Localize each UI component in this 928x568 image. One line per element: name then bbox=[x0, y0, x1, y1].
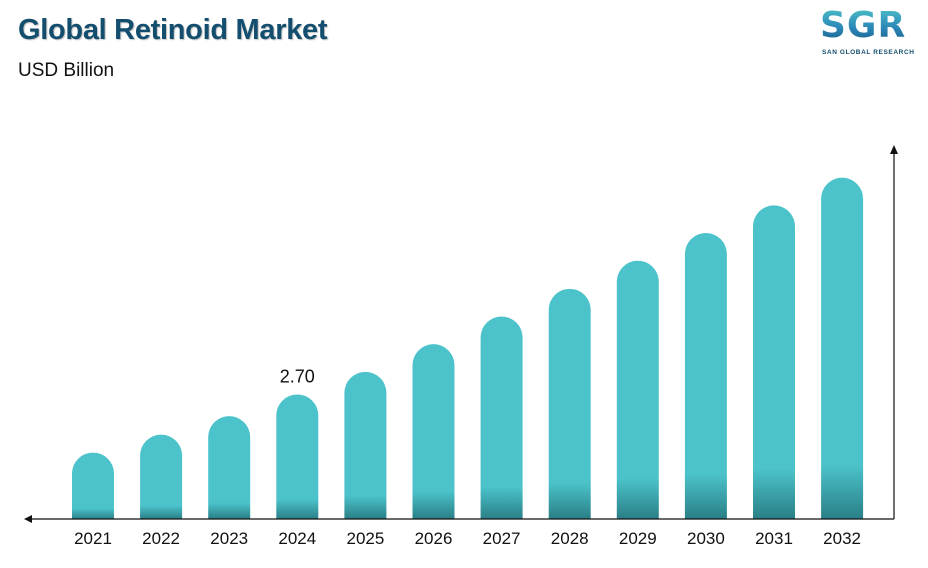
logo-tagline: SAN GLOBAL RESEARCH bbox=[822, 49, 915, 56]
page-title: Global Retinoid Market bbox=[18, 14, 328, 46]
x-tick-label-2028: 2028 bbox=[551, 529, 589, 548]
sgr-logo: SGR SAN GLOBAL RESEARCH bbox=[820, 6, 920, 58]
bars-layer bbox=[72, 177, 864, 520]
x-axis-arrow-left bbox=[24, 515, 32, 523]
bar-2022 bbox=[140, 434, 183, 519]
data-label-2024: 2.70 bbox=[280, 366, 315, 386]
bar-2032 bbox=[821, 177, 864, 520]
bar-2026 bbox=[412, 344, 455, 519]
unit-subtitle: USD Billion bbox=[18, 60, 115, 81]
x-tick-label-2021: 2021 bbox=[74, 529, 112, 548]
bar-2023 bbox=[208, 416, 251, 519]
bar-2027 bbox=[480, 316, 523, 519]
axes-layer bbox=[24, 145, 898, 523]
x-tick-label-2026: 2026 bbox=[415, 529, 453, 548]
bar-2024 bbox=[276, 394, 319, 519]
x-tick-label-2032: 2032 bbox=[823, 529, 861, 548]
labels-layer: 2021 2022 2023 2024 2025 2026 2027 2028 2029 2030… bbox=[74, 366, 861, 548]
x-tick-label-2022: 2022 bbox=[142, 529, 180, 548]
bar-2031 bbox=[753, 205, 795, 519]
x-tick-label-2031: 2031 bbox=[755, 529, 793, 548]
bar-2025 bbox=[344, 371, 387, 519]
bar-2028 bbox=[548, 288, 591, 519]
bar-2029 bbox=[616, 260, 659, 519]
y-axis-arrow-up bbox=[890, 145, 898, 154]
x-tick-label-2029: 2029 bbox=[619, 529, 657, 548]
bar-2030 bbox=[684, 233, 727, 519]
x-tick-label-2030: 2030 bbox=[687, 529, 725, 548]
x-tick-label-2025: 2025 bbox=[346, 529, 384, 548]
bar-2021 bbox=[72, 452, 114, 519]
x-tick-label-2023: 2023 bbox=[210, 529, 248, 548]
logo-mark: SGR bbox=[820, 5, 907, 46]
x-tick-label-2024: 2024 bbox=[278, 529, 316, 548]
x-tick-label-2027: 2027 bbox=[483, 529, 521, 548]
